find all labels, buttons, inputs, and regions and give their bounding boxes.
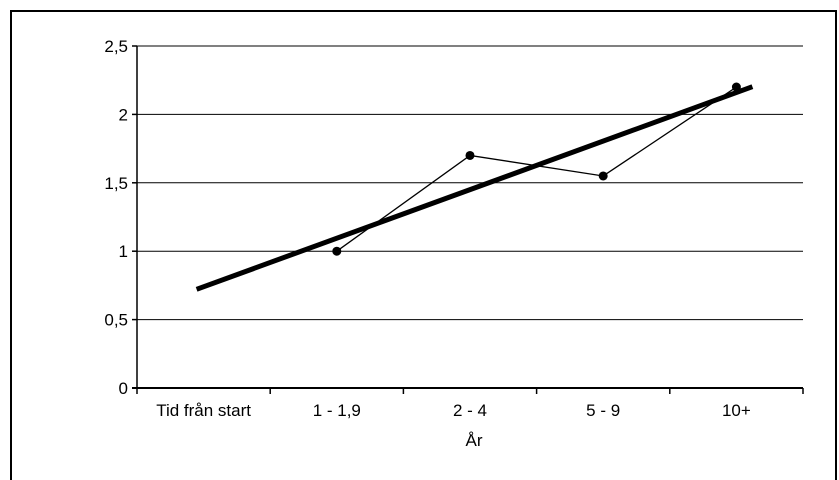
gridlines bbox=[137, 45, 803, 321]
x-tick-label: 5 - 9 bbox=[586, 401, 620, 420]
y-tick-label: 0,5 bbox=[104, 311, 128, 330]
y-tick-label: 1,5 bbox=[104, 174, 128, 193]
chart-frame bbox=[10, 10, 837, 480]
trend-line bbox=[195, 84, 754, 292]
x-tick-label: 2 - 4 bbox=[453, 401, 487, 420]
x-tick-label: 10+ bbox=[722, 401, 751, 420]
x-axis-title: År bbox=[466, 431, 483, 450]
y-tick-label: 0 bbox=[119, 379, 128, 398]
y-tick-label: 2 bbox=[119, 105, 128, 124]
x-tick-labels: Tid från start 1 - 1,9 2 - 4 5 - 9 10+ bbox=[156, 401, 751, 420]
y-tick-labels: 0 0,5 1 1,5 2 2,5 bbox=[104, 37, 128, 398]
data-point bbox=[332, 246, 342, 256]
x-tick-label: 1 - 1,9 bbox=[313, 401, 361, 420]
y-tick-label: 1 bbox=[119, 242, 128, 261]
series-line bbox=[336, 86, 737, 252]
y-tick-label: 2,5 bbox=[104, 37, 128, 56]
x-tick-label: Tid från start bbox=[156, 401, 251, 420]
axes bbox=[132, 45, 804, 394]
data-point bbox=[598, 171, 608, 181]
series-group bbox=[195, 82, 754, 292]
data-point bbox=[465, 150, 475, 160]
